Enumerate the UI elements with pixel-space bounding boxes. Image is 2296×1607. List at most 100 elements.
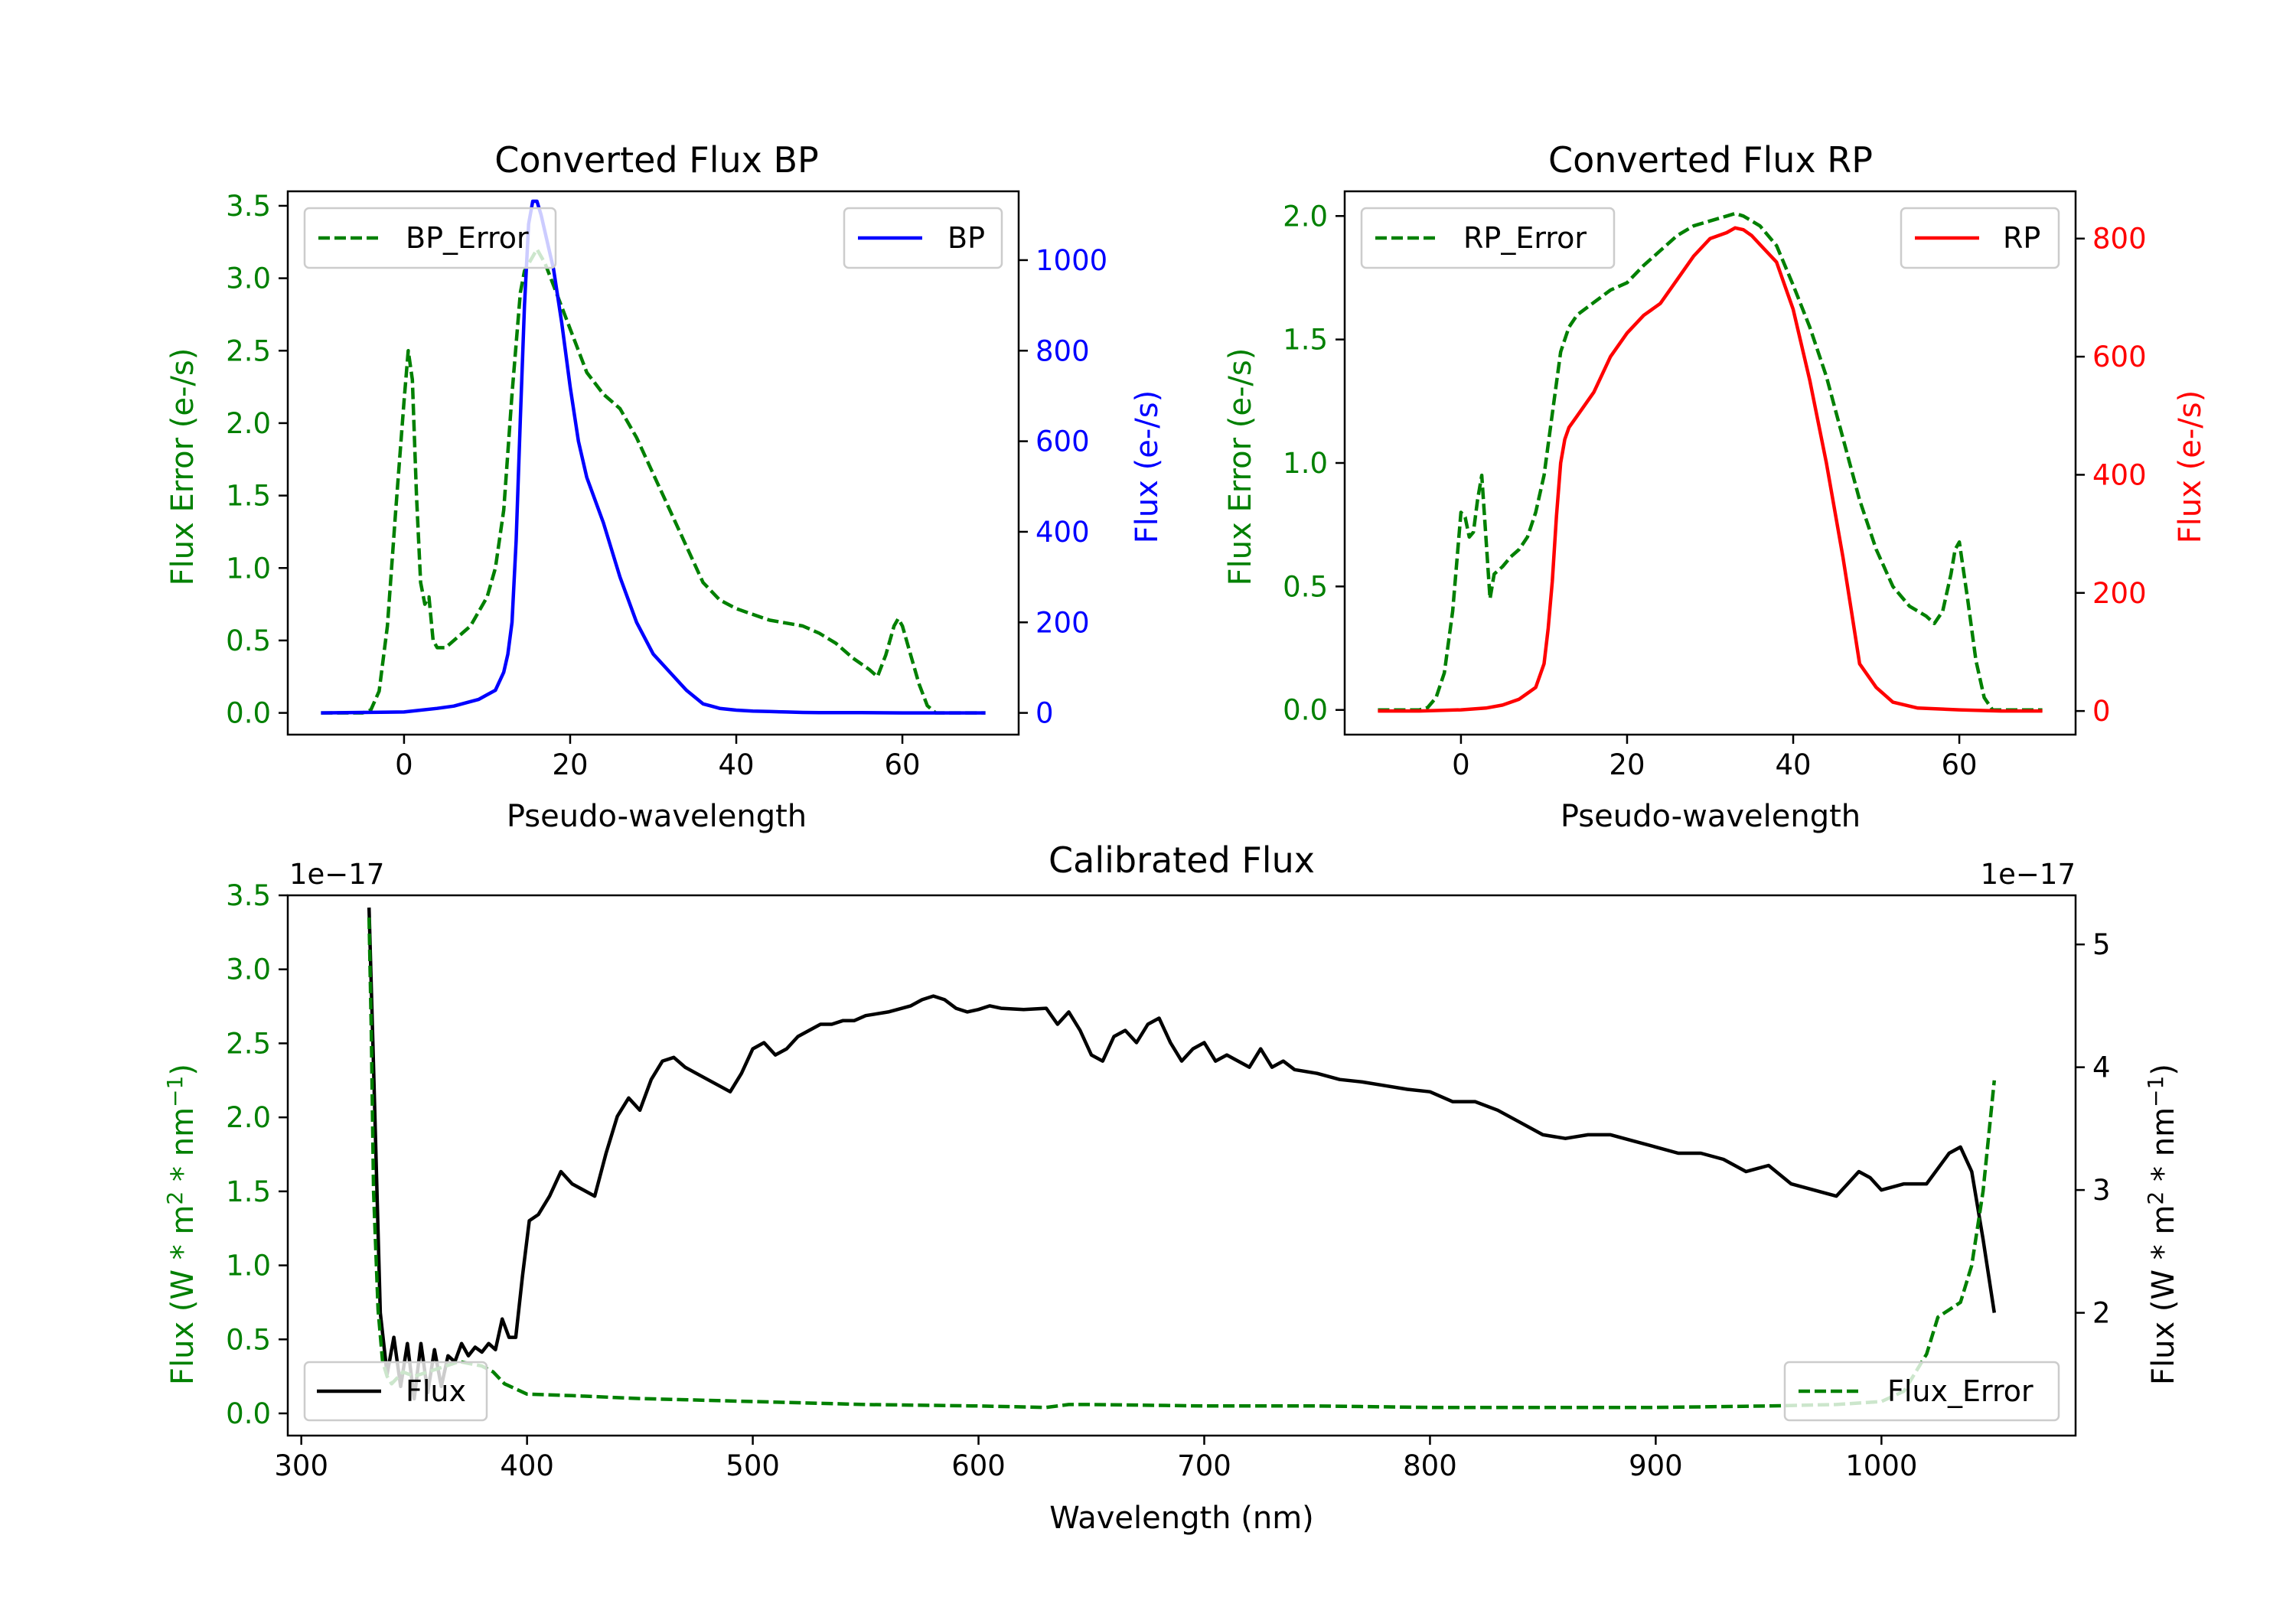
chart-bp-xlabel: Pseudo-wavelength — [507, 799, 807, 834]
chart-bp-ylabel-left: Flux Error (e-/s) — [165, 348, 201, 586]
x-tick-label: 500 — [726, 1449, 780, 1482]
chart-rp-ylabel-right: Flux (e-/s) — [2173, 390, 2208, 543]
y-right-tick-label: 200 — [1035, 606, 1090, 639]
chart-bp-legend-flux-box — [843, 207, 1003, 269]
y-left-tick-label: 3.0 — [226, 953, 271, 986]
y-right-tick-label: 600 — [1035, 425, 1090, 458]
series-line-rp — [1378, 226, 2043, 713]
y-left-tick-label: 0.0 — [226, 1397, 271, 1430]
y-left-tick-label: 3.5 — [226, 879, 271, 912]
chart-cal-ylabel-right: Flux (W * m2 * nm−1) — [2143, 1064, 2181, 1385]
chart-cal-legend-error-label: Flux_Error — [1887, 1374, 2033, 1408]
chart-bp-legend-error-box — [303, 207, 557, 269]
chart-rp-xlabel: Pseudo-wavelength — [1561, 799, 1861, 834]
y-left-tick-label: 2.0 — [226, 407, 271, 440]
chart-bp-legend-flux-label: BP — [947, 221, 985, 255]
y-right-tick-label: 0 — [1035, 697, 1054, 730]
y-left-tick-label: 2.0 — [226, 1101, 271, 1134]
chart-rp-legend-error-label: RP_Error — [1463, 221, 1587, 255]
chart-cal-ylabel-left-a: Flux (W * m — [165, 1205, 201, 1385]
chart-bp-ylabel-right: Flux (e-/s) — [1130, 390, 1165, 543]
y-right-tick-label: 5 — [2092, 928, 2111, 961]
chart-cal-ticks: 300 400 500 600 700 800 900 1000 0.0 0.5 1.0 1.5 2.0… — [226, 879, 2110, 1482]
y-left-tick-label: 1.5 — [1283, 324, 1328, 357]
x-tick-label: 600 — [951, 1449, 1006, 1482]
x-tick-label: 40 — [1775, 748, 1811, 781]
chart-rp-title: Converted Flux RP — [1548, 139, 1873, 181]
chart-bp-ticks: 0 20 40 60 0.0 0.5 1.0 1.5 2.0 2.5 3.0 3.5 0 200 400 60… — [226, 190, 1107, 781]
x-tick-label: 60 — [885, 748, 921, 781]
chart-cal-ylabel-left: Flux (W * m2 * nm−1) — [162, 1064, 201, 1385]
y-left-tick-label: 2.0 — [1283, 200, 1328, 233]
x-tick-label: 20 — [552, 748, 588, 781]
y-right-tick-label: 800 — [2092, 223, 2147, 256]
y-left-tick-label: 0.0 — [1283, 694, 1328, 727]
y-right-tick-label: 400 — [2092, 458, 2147, 491]
x-tick-label: 900 — [1629, 1449, 1683, 1482]
chart-bp-legend-flux: BP — [843, 207, 1003, 269]
x-tick-label: 300 — [274, 1449, 328, 1482]
chart-cal-legend-flux-label: Flux — [406, 1374, 466, 1408]
y-right-tick-label: 800 — [1035, 334, 1090, 367]
x-tick-label: 0 — [1452, 748, 1470, 781]
y-right-tick-label: 4 — [2092, 1051, 2111, 1084]
y-right-tick-label: 0 — [2092, 695, 2111, 728]
y-left-tick-label: 3.0 — [226, 262, 271, 295]
chart-bp: Converted Flux BP Pseudo-wavelength Flux… — [165, 139, 1165, 834]
series-line-bp-error — [321, 247, 986, 715]
chart-bp-frame — [286, 190, 1020, 736]
y-left-tick-label: 0.5 — [226, 1323, 271, 1356]
chart-bp-title: Converted Flux BP — [494, 139, 819, 181]
y-right-tick-label: 2 — [2092, 1297, 2111, 1330]
y-right-tick-label: 1000 — [1035, 244, 1107, 277]
chart-cal-legend-flux: Flux — [303, 1361, 488, 1422]
y-right-tick-label: 3 — [2092, 1174, 2111, 1207]
chart-cal-legend-error: Flux_Error — [1783, 1361, 2060, 1422]
series-line-bp — [321, 199, 986, 715]
chart-rp-legend-flux-label: RP — [2003, 221, 2040, 255]
chart-cal-frame — [286, 894, 2077, 1437]
x-tick-label: 400 — [500, 1449, 554, 1482]
chart-cal-ylabel-left-b: * nm — [165, 1107, 201, 1191]
chart-rp: Converted Flux RP Pseudo-wavelength Flux… — [1223, 139, 2208, 834]
y-left-tick-label: 2.5 — [226, 1027, 271, 1060]
y-left-tick-label: 1.5 — [226, 480, 271, 513]
chart-rp-ylabel-left: Flux Error (e-/s) — [1223, 348, 1258, 586]
chart-cal-ylabel-left-supm1: −1 — [162, 1076, 188, 1107]
y-left-tick-label: 2.5 — [226, 334, 271, 367]
y-right-tick-label: 600 — [2092, 341, 2147, 373]
chart-bp-legend-error: BP_Error — [303, 207, 557, 269]
y-right-tick-label: 400 — [1035, 516, 1090, 549]
chart-rp-ticks: 0 20 40 60 0.0 0.5 1.0 1.5 2.0 0 200 400 600 800 — [1283, 200, 2146, 781]
x-tick-label: 1000 — [1845, 1449, 1917, 1482]
chart-rp-legend-flux-box — [1900, 207, 2060, 269]
y-left-tick-label: 1.0 — [226, 552, 271, 585]
x-tick-label: 60 — [1942, 748, 1978, 781]
chart-bp-plot-area — [321, 199, 986, 715]
y-left-tick-label: 1.0 — [1283, 447, 1328, 480]
chart-cal-ylabel-right-sup2: 2 — [2143, 1191, 2168, 1205]
y-left-tick-label: 1.0 — [226, 1250, 271, 1283]
y-left-tick-label: 3.5 — [226, 190, 271, 223]
chart-cal-ylabel-left-sup2: 2 — [162, 1191, 188, 1205]
chart-cal-legend-error-box — [1783, 1361, 2060, 1422]
y-left-tick-label: 0.5 — [226, 624, 271, 657]
x-tick-label: 700 — [1177, 1449, 1231, 1482]
chart-calibrated: Calibrated Flux Wavelength (nm) 1e−17 1e… — [162, 839, 2181, 1536]
chart-cal-offset-right: 1e−17 — [1981, 858, 2076, 891]
x-tick-label: 800 — [1403, 1449, 1457, 1482]
x-tick-label: 40 — [718, 748, 754, 781]
x-tick-label: 0 — [395, 748, 413, 781]
chart-cal-title: Calibrated Flux — [1049, 839, 1315, 881]
chart-rp-legend-flux: RP — [1900, 207, 2060, 269]
series-line-flux — [367, 907, 1997, 1401]
chart-cal-ylabel-right-c: ) — [2146, 1064, 2181, 1076]
chart-cal-legend-flux-box — [303, 1361, 488, 1422]
x-tick-label: 20 — [1609, 748, 1645, 781]
chart-rp-legend-error: RP_Error — [1360, 207, 1616, 269]
chart-cal-ylabel-left-c: ) — [165, 1064, 201, 1076]
chart-rp-plot-area — [1378, 211, 2043, 713]
chart-rp-legend-error-box — [1360, 207, 1616, 269]
series-line-rp-error — [1378, 211, 2043, 712]
